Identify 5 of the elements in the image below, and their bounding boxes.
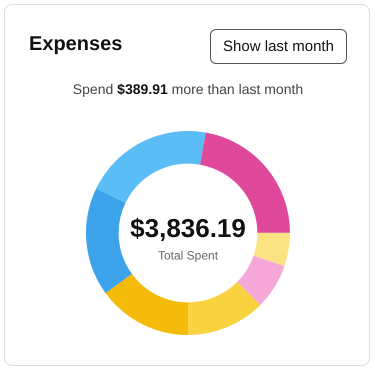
- button: Show last month: [210, 29, 347, 64]
- text: Total Spent: [158, 248, 219, 262]
- text: $3,836.19: [130, 213, 246, 244]
- chart-subtitle: Spend $389.91 more than last month: [72, 81, 304, 97]
- chart-title: Expenses: [29, 33, 122, 56]
